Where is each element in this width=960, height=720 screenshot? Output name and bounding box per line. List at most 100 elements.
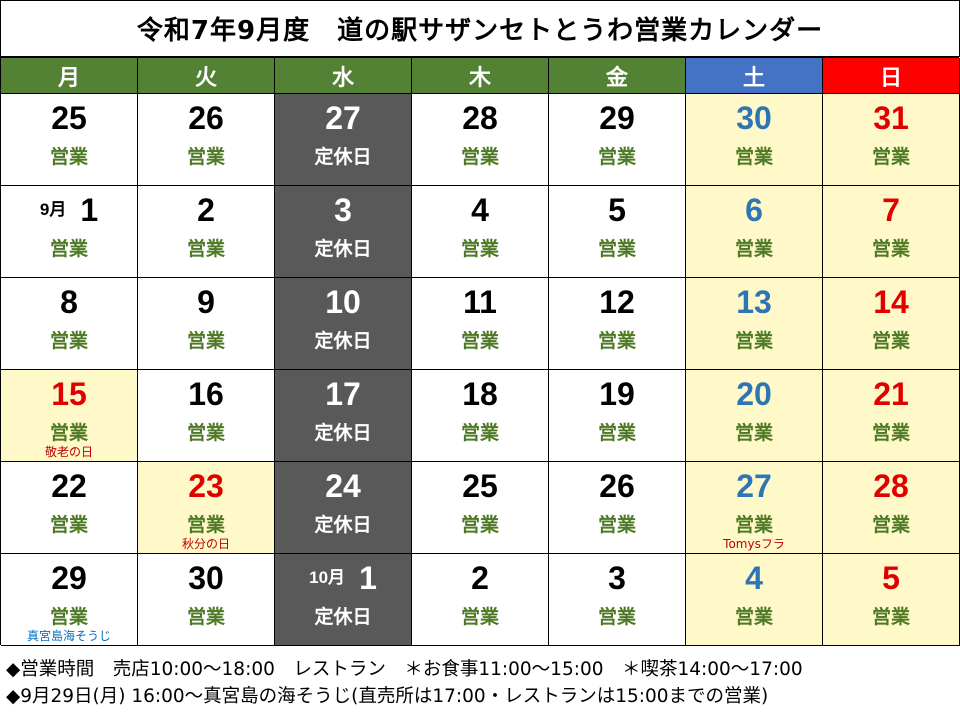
day-number: 19 <box>549 376 685 412</box>
day-number: 15 <box>1 376 137 412</box>
day-cell: 22 営業 <box>1 462 138 554</box>
day-status: 営業 <box>734 238 773 260</box>
day-status: 営業 <box>49 606 88 628</box>
day-status: 営業 <box>49 146 88 168</box>
day-number: 5 <box>549 192 685 228</box>
day-status: 営業 <box>597 330 636 352</box>
day-cell: 28 営業 <box>412 94 549 186</box>
day-cell: 29 営業 <box>549 94 686 186</box>
day-status: 営業 <box>460 606 499 628</box>
day-number: 10 <box>275 284 411 320</box>
day-cell: 23 営業 秋分の日 <box>138 462 275 554</box>
day-cell: 20 営業 <box>686 370 823 462</box>
day-cell: 26 営業 <box>549 462 686 554</box>
day-status: 営業 <box>186 606 225 628</box>
day-value: 25 <box>462 468 498 504</box>
day-status: 営業 <box>186 422 225 444</box>
day-status: 定休日 <box>314 330 372 352</box>
weekday-header: 木 <box>412 58 549 94</box>
day-value: 8 <box>60 284 78 320</box>
day-cell: 18 営業 <box>412 370 549 462</box>
day-status: 営業 <box>597 514 636 536</box>
day-status: 営業 <box>186 330 225 352</box>
day-number: 29 <box>549 100 685 136</box>
day-status: 営業 <box>460 422 499 444</box>
day-number: 2 <box>138 192 274 228</box>
day-value: 29 <box>599 100 635 136</box>
day-status: 営業 <box>871 514 910 536</box>
day-cell: 29 営業 真宮島海そうじ <box>1 554 138 646</box>
day-value: 18 <box>462 376 498 412</box>
day-cell: 25 営業 <box>412 462 549 554</box>
day-number: 14 <box>823 284 959 320</box>
day-number: 18 <box>412 376 548 412</box>
day-cell: 12 営業 <box>549 278 686 370</box>
day-number: 13 <box>686 284 822 320</box>
day-status: 営業 <box>49 422 88 444</box>
day-value: 30 <box>188 560 224 596</box>
day-value: 2 <box>197 192 215 228</box>
day-status: 営業 <box>871 606 910 628</box>
day-number: 28 <box>412 100 548 136</box>
day-status: 営業 <box>734 606 773 628</box>
day-value: 28 <box>873 468 909 504</box>
day-status: 営業 <box>871 422 910 444</box>
day-number: 9月 1 <box>1 192 137 231</box>
weekday-header: 土 <box>686 58 823 94</box>
day-status: 営業 <box>597 146 636 168</box>
day-number: 21 <box>823 376 959 412</box>
day-cell: 5 営業 <box>823 554 960 646</box>
day-number: 30 <box>686 100 822 136</box>
day-value: 5 <box>882 560 900 596</box>
day-status: 営業 <box>734 514 773 536</box>
day-status: 営業 <box>460 146 499 168</box>
day-value: 12 <box>599 284 635 320</box>
day-status: 営業 <box>597 422 636 444</box>
day-number: 8 <box>1 284 137 320</box>
day-cell: 8 営業 <box>1 278 138 370</box>
day-number: 25 <box>1 100 137 136</box>
day-cell: 11 営業 <box>412 278 549 370</box>
day-value: 14 <box>873 284 909 320</box>
day-cell: 10月 1 定休日 <box>275 554 412 646</box>
day-number: 4 <box>412 192 548 228</box>
day-value: 23 <box>188 468 224 504</box>
day-status: 営業 <box>734 330 773 352</box>
day-cell: 5 営業 <box>549 186 686 278</box>
day-status: 営業 <box>186 146 225 168</box>
weekday-header: 月 <box>1 58 138 94</box>
day-status: 営業 <box>734 422 773 444</box>
day-number: 6 <box>686 192 822 228</box>
day-value: 26 <box>599 468 635 504</box>
day-value: 17 <box>325 376 361 412</box>
day-number: 20 <box>686 376 822 412</box>
day-number: 12 <box>549 284 685 320</box>
day-value: 26 <box>188 100 224 136</box>
day-status: 定休日 <box>314 514 372 536</box>
day-value: 29 <box>51 560 87 596</box>
day-value: 24 <box>325 468 361 504</box>
day-value: 4 <box>471 192 489 228</box>
day-cell: 2 営業 <box>138 186 275 278</box>
day-value: 22 <box>51 468 87 504</box>
day-cell: 21 営業 <box>823 370 960 462</box>
day-number: 3 <box>549 560 685 596</box>
day-status: 営業 <box>186 514 225 536</box>
day-status: 営業 <box>871 238 910 260</box>
day-number: 22 <box>1 468 137 504</box>
day-cell: 27 営業 Tomysフラ <box>686 462 823 554</box>
day-cell: 4 営業 <box>686 554 823 646</box>
day-cell: 15 営業 敬老の日 <box>1 370 138 462</box>
day-number: 4 <box>686 560 822 596</box>
business-hours-note: ◆営業時間 売店10:00～18:00 レストラン ＊お食事11:00～15:0… <box>6 659 803 680</box>
event-note: 秋分の日 <box>181 537 230 551</box>
day-value: 2 <box>471 560 489 596</box>
day-status: 営業 <box>49 514 88 536</box>
day-status: 定休日 <box>314 422 372 444</box>
day-number: 7 <box>823 192 959 228</box>
day-cell: 25 営業 <box>1 94 138 186</box>
day-value: 19 <box>599 376 635 412</box>
day-status: 定休日 <box>314 238 372 260</box>
day-number: 27 <box>686 468 822 504</box>
day-cell: 27 定休日 <box>275 94 412 186</box>
